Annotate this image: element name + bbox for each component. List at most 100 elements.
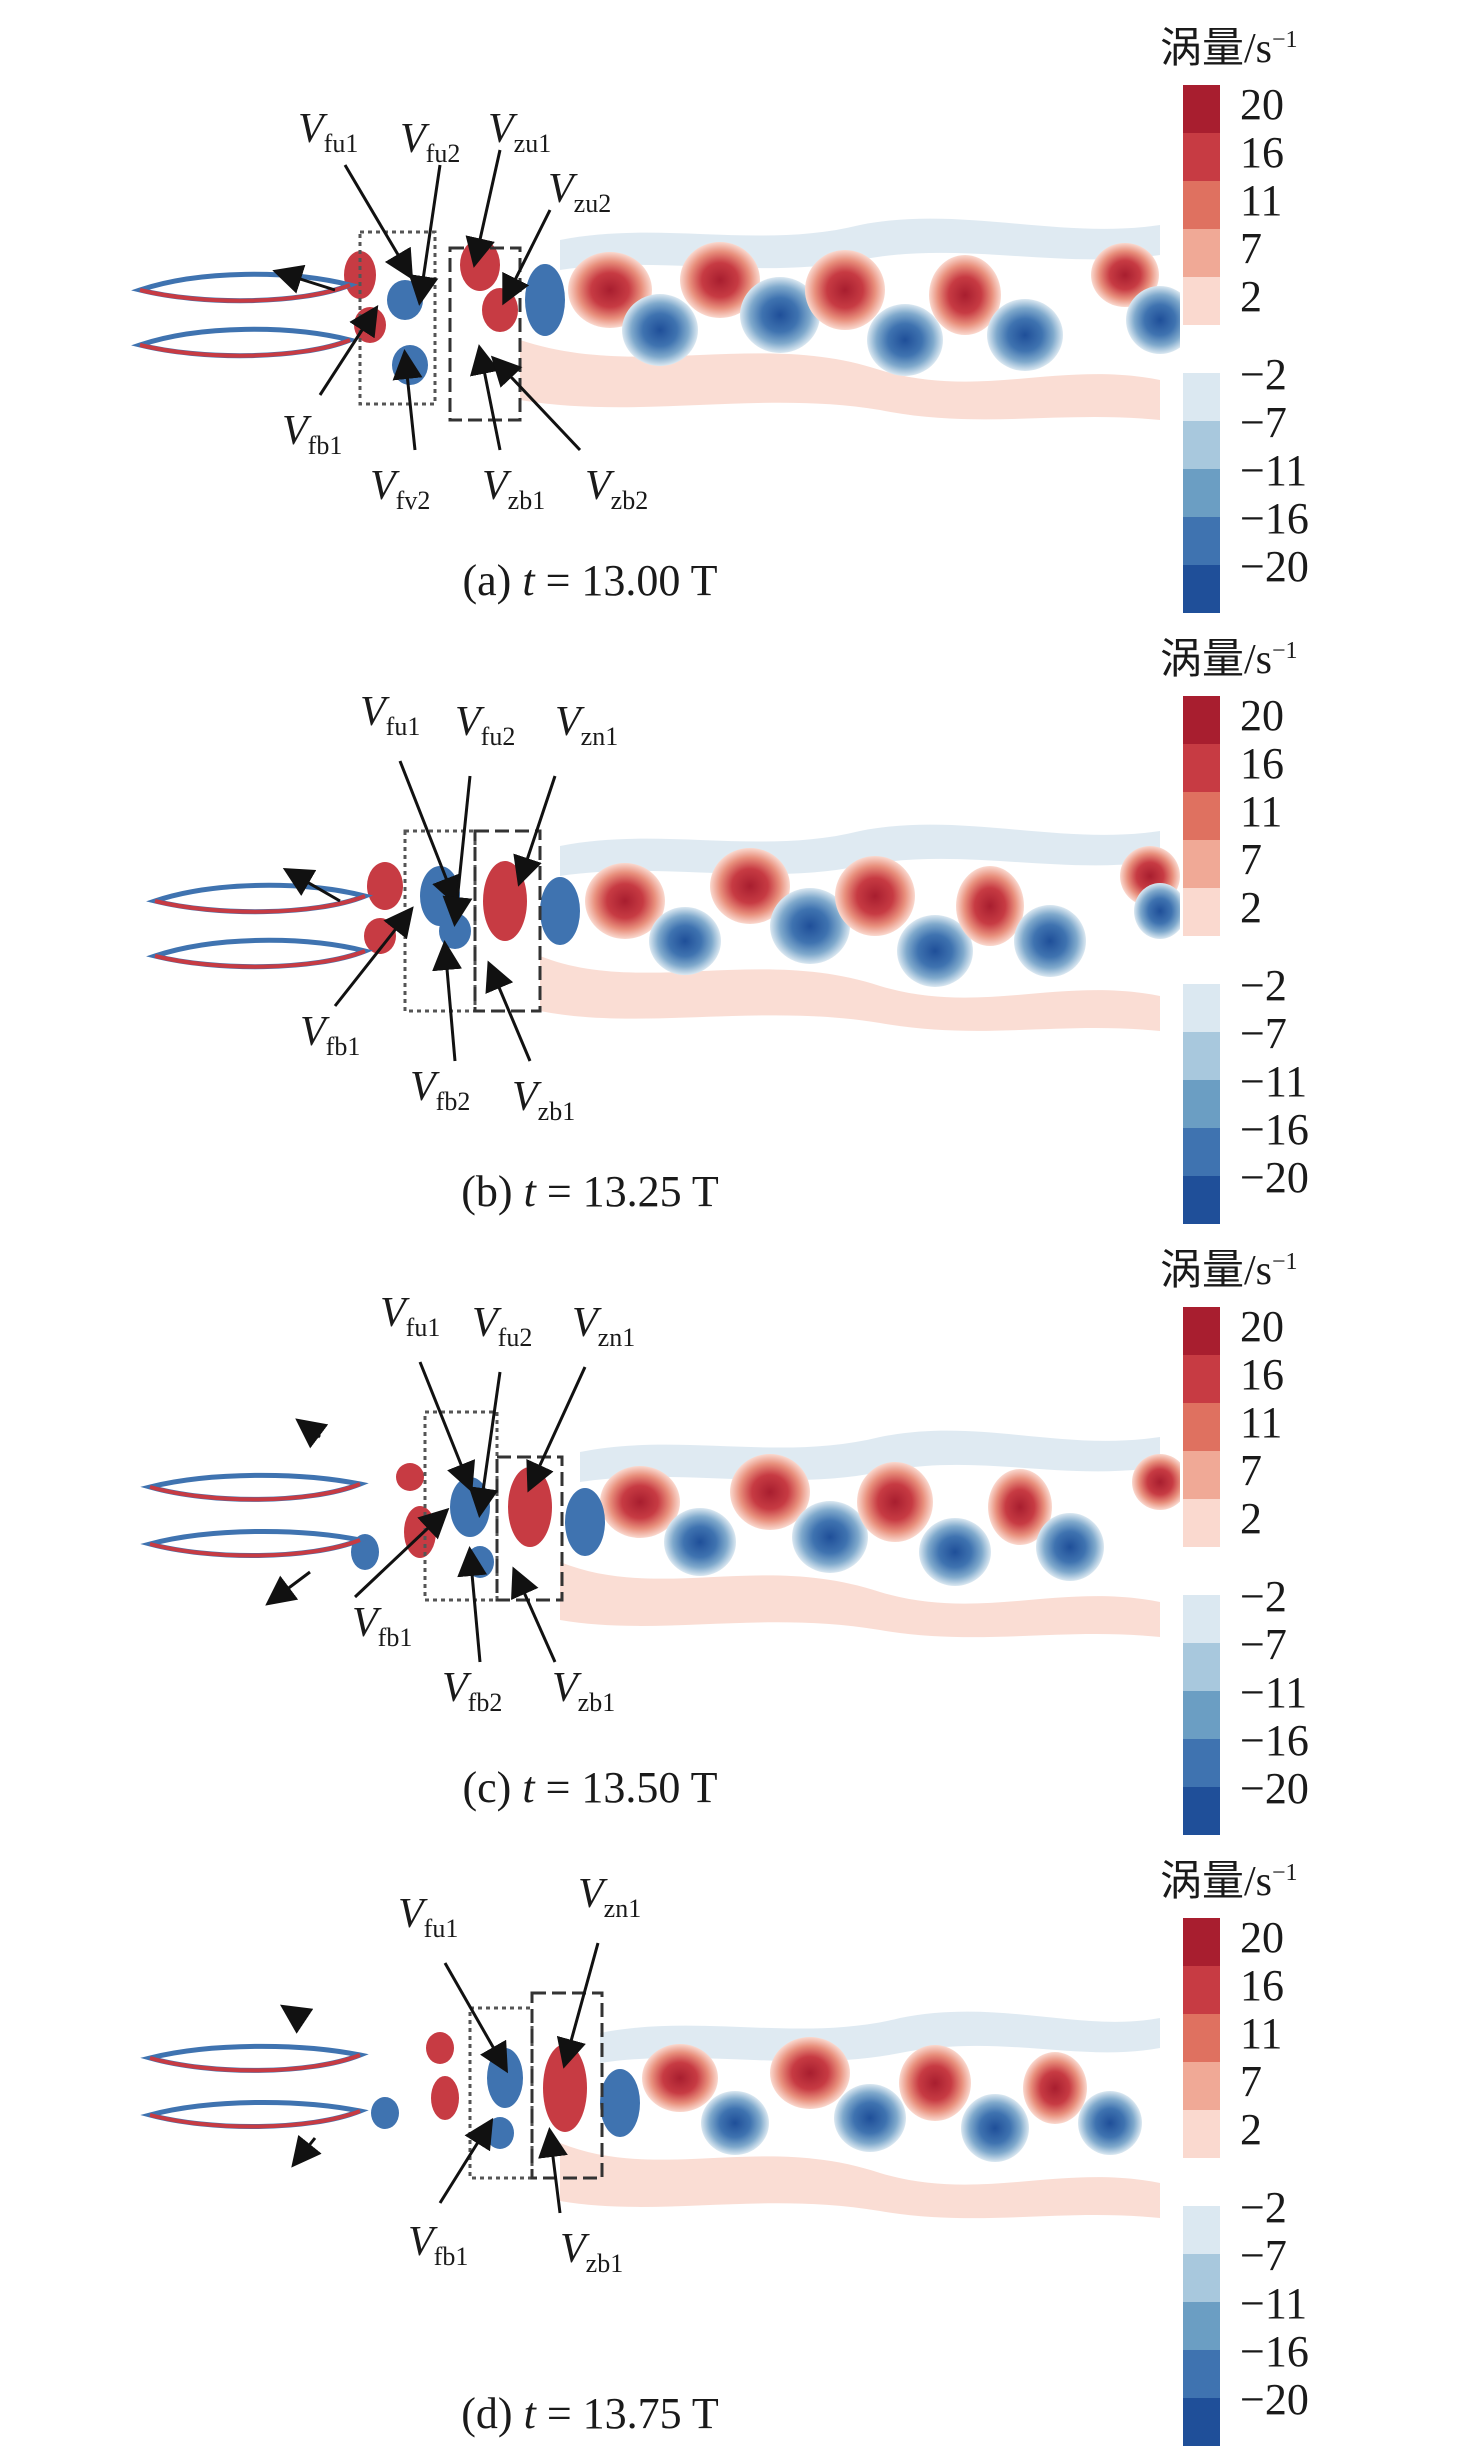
- colorbar-swatch: [1183, 133, 1220, 181]
- label-vzb1: Vzb1: [552, 1665, 616, 1717]
- colorbar-swatch: [1183, 1547, 1220, 1575]
- vorticity-field-b: [146, 760, 1180, 1062]
- colorbar-swatch: [1183, 1691, 1220, 1739]
- label-vfu2: Vfu2: [472, 1300, 533, 1352]
- label-vfb1: Vfb1: [408, 2219, 469, 2271]
- colorbar-tick-label: −20: [1240, 1764, 1309, 1813]
- annotation-arrows: [272, 149, 582, 452]
- colorbar-swatch: [1183, 373, 1220, 421]
- label-vfu1: Vfu1: [360, 689, 421, 741]
- colorbar-tick-label: 2: [1240, 1494, 1262, 1543]
- colorbar-tick-label: −11: [1240, 1668, 1308, 1717]
- vortex-street: [642, 2037, 1142, 2162]
- vortex-street: [585, 846, 1180, 987]
- vortex-street: [568, 242, 1180, 376]
- panel-d: Vfu1 Vzn1 Vfb1 Vzb1 (d) t = 13.75 T: [0, 1833, 1476, 2444]
- colorbar-tick-label: 2: [1240, 2105, 1262, 2154]
- label-vzn1: Vzn1: [555, 699, 619, 751]
- caption-d: (d) t = 13.75 T: [461, 2389, 719, 2438]
- colorbar-swatch: [1183, 1403, 1220, 1451]
- colorbar-swatch: [1183, 1032, 1220, 1080]
- colorbar-swatch: [1183, 2014, 1220, 2062]
- label-vfu1: Vfu1: [298, 106, 359, 158]
- colorbar-swatch: [1183, 1966, 1220, 2014]
- colorbar-tick-label: −16: [1240, 494, 1309, 543]
- colorbar-tick-label: 11: [1240, 2009, 1283, 2058]
- colorbar-tick-label: 11: [1240, 1398, 1283, 1447]
- vorticity-field-a: [131, 149, 1180, 452]
- label-vzb1: Vzb1: [512, 1074, 576, 1126]
- colorbar-tick-label: 20: [1240, 1913, 1284, 1962]
- colorbar: [1183, 1307, 1220, 1835]
- colorbar-swatch: [1183, 696, 1220, 744]
- label-vzb1: Vzb1: [560, 2226, 624, 2278]
- colorbar-swatch: [1183, 792, 1220, 840]
- colorbar-swatch: [1183, 936, 1220, 964]
- label-vfu2: Vfu2: [400, 116, 461, 168]
- colorbar-swatch: [1183, 1787, 1220, 1835]
- colorbar-tick-label: 7: [1240, 835, 1262, 884]
- label-vzb1: Vzb1: [482, 463, 546, 515]
- colorbar-swatch: [1183, 984, 1220, 1032]
- annotation-arrows: [280, 1942, 600, 2214]
- label-vfb2: Vfb2: [410, 1064, 471, 1116]
- label-vfb2: Vfb2: [442, 1665, 503, 1717]
- colorbar-swatch: [1183, 888, 1220, 936]
- colorbar-swatch: [1183, 229, 1220, 277]
- colorbar-tick-label: 20: [1240, 1302, 1284, 1351]
- colorbar-tick-label: 20: [1240, 691, 1284, 740]
- colorbar-swatch: [1183, 421, 1220, 469]
- colorbar: [1183, 1918, 1220, 2446]
- colorbar-swatch: [1183, 1595, 1220, 1643]
- colorbar-tick-label: −7: [1240, 1620, 1287, 1669]
- label-vfb1: Vfb1: [352, 1600, 413, 1652]
- colorbar-tick-label: 2: [1240, 272, 1262, 321]
- colorbar-swatch: [1183, 2254, 1220, 2302]
- dotted-box: [423, 1410, 499, 1602]
- label-vzb2: Vzb2: [585, 463, 649, 515]
- colorbar-swatch: [1183, 2206, 1220, 2254]
- colorbar-tick-label: 16: [1240, 128, 1284, 177]
- colorbar-tick-label: 2: [1240, 883, 1262, 932]
- colorbar-tick-label: −2: [1240, 2183, 1287, 2232]
- colorbar-tick-label: 11: [1240, 176, 1283, 225]
- near-wake-vortices: [364, 861, 580, 954]
- label-vfu2: Vfu2: [455, 699, 516, 751]
- colorbar-tick-label: 16: [1240, 1350, 1284, 1399]
- caption-a: (a) t = 13.00 T: [462, 556, 718, 605]
- label-vzn1: Vzn1: [578, 1871, 642, 1923]
- colorbar-tick-label: −2: [1240, 961, 1287, 1010]
- label-vfv2: Vfv2: [370, 463, 431, 515]
- colorbar-title: 涡量/s−1: [1160, 1248, 1298, 1294]
- wake-band: [560, 1430, 1160, 1638]
- colorbar-tick-label: −20: [1240, 2375, 1309, 2424]
- colorbar-swatch: [1183, 1918, 1220, 1966]
- caption-c: (c) t = 13.50 T: [462, 1763, 718, 1812]
- colorbar-swatch: [1183, 277, 1220, 325]
- label-vfu1: Vfu1: [398, 1891, 459, 1943]
- wake-band: [540, 824, 1160, 1031]
- annotation-arrows: [282, 760, 557, 1062]
- colorbar-tick-label: 11: [1240, 787, 1283, 836]
- colorbar-swatch: [1183, 1128, 1220, 1176]
- colorbar-swatch: [1183, 840, 1220, 888]
- colorbar: [1183, 85, 1220, 613]
- colorbar-swatch: [1183, 1643, 1220, 1691]
- dashed-box: [530, 1991, 604, 2180]
- label-vzn1: Vzn1: [572, 1300, 636, 1352]
- caption-b: (b) t = 13.25 T: [461, 1167, 719, 1216]
- colorbar-swatch: [1183, 2110, 1220, 2158]
- colorbar-swatch: [1183, 181, 1220, 229]
- colorbar-swatch: [1183, 2158, 1220, 2186]
- colorbar-swatch: [1183, 1739, 1220, 1787]
- colorbar-swatch: [1183, 1080, 1220, 1128]
- colorbar-swatch: [1183, 517, 1220, 565]
- colorbar-tick-label: 16: [1240, 739, 1284, 788]
- colorbar-swatch: [1183, 85, 1220, 133]
- colorbar-tick-label: −7: [1240, 1009, 1287, 1058]
- colorbar-tick-label: 16: [1240, 1961, 1284, 2010]
- panel-b: Vfu1 Vfu2 Vzn1 Vfb1 Vfb2 Vzb1 (b) t = 13…: [0, 611, 1476, 1222]
- colorbar-tick-label: −2: [1240, 1572, 1287, 1621]
- colorbar-swatch: [1183, 2398, 1220, 2446]
- label-vfb1: Vfb1: [300, 1009, 361, 1061]
